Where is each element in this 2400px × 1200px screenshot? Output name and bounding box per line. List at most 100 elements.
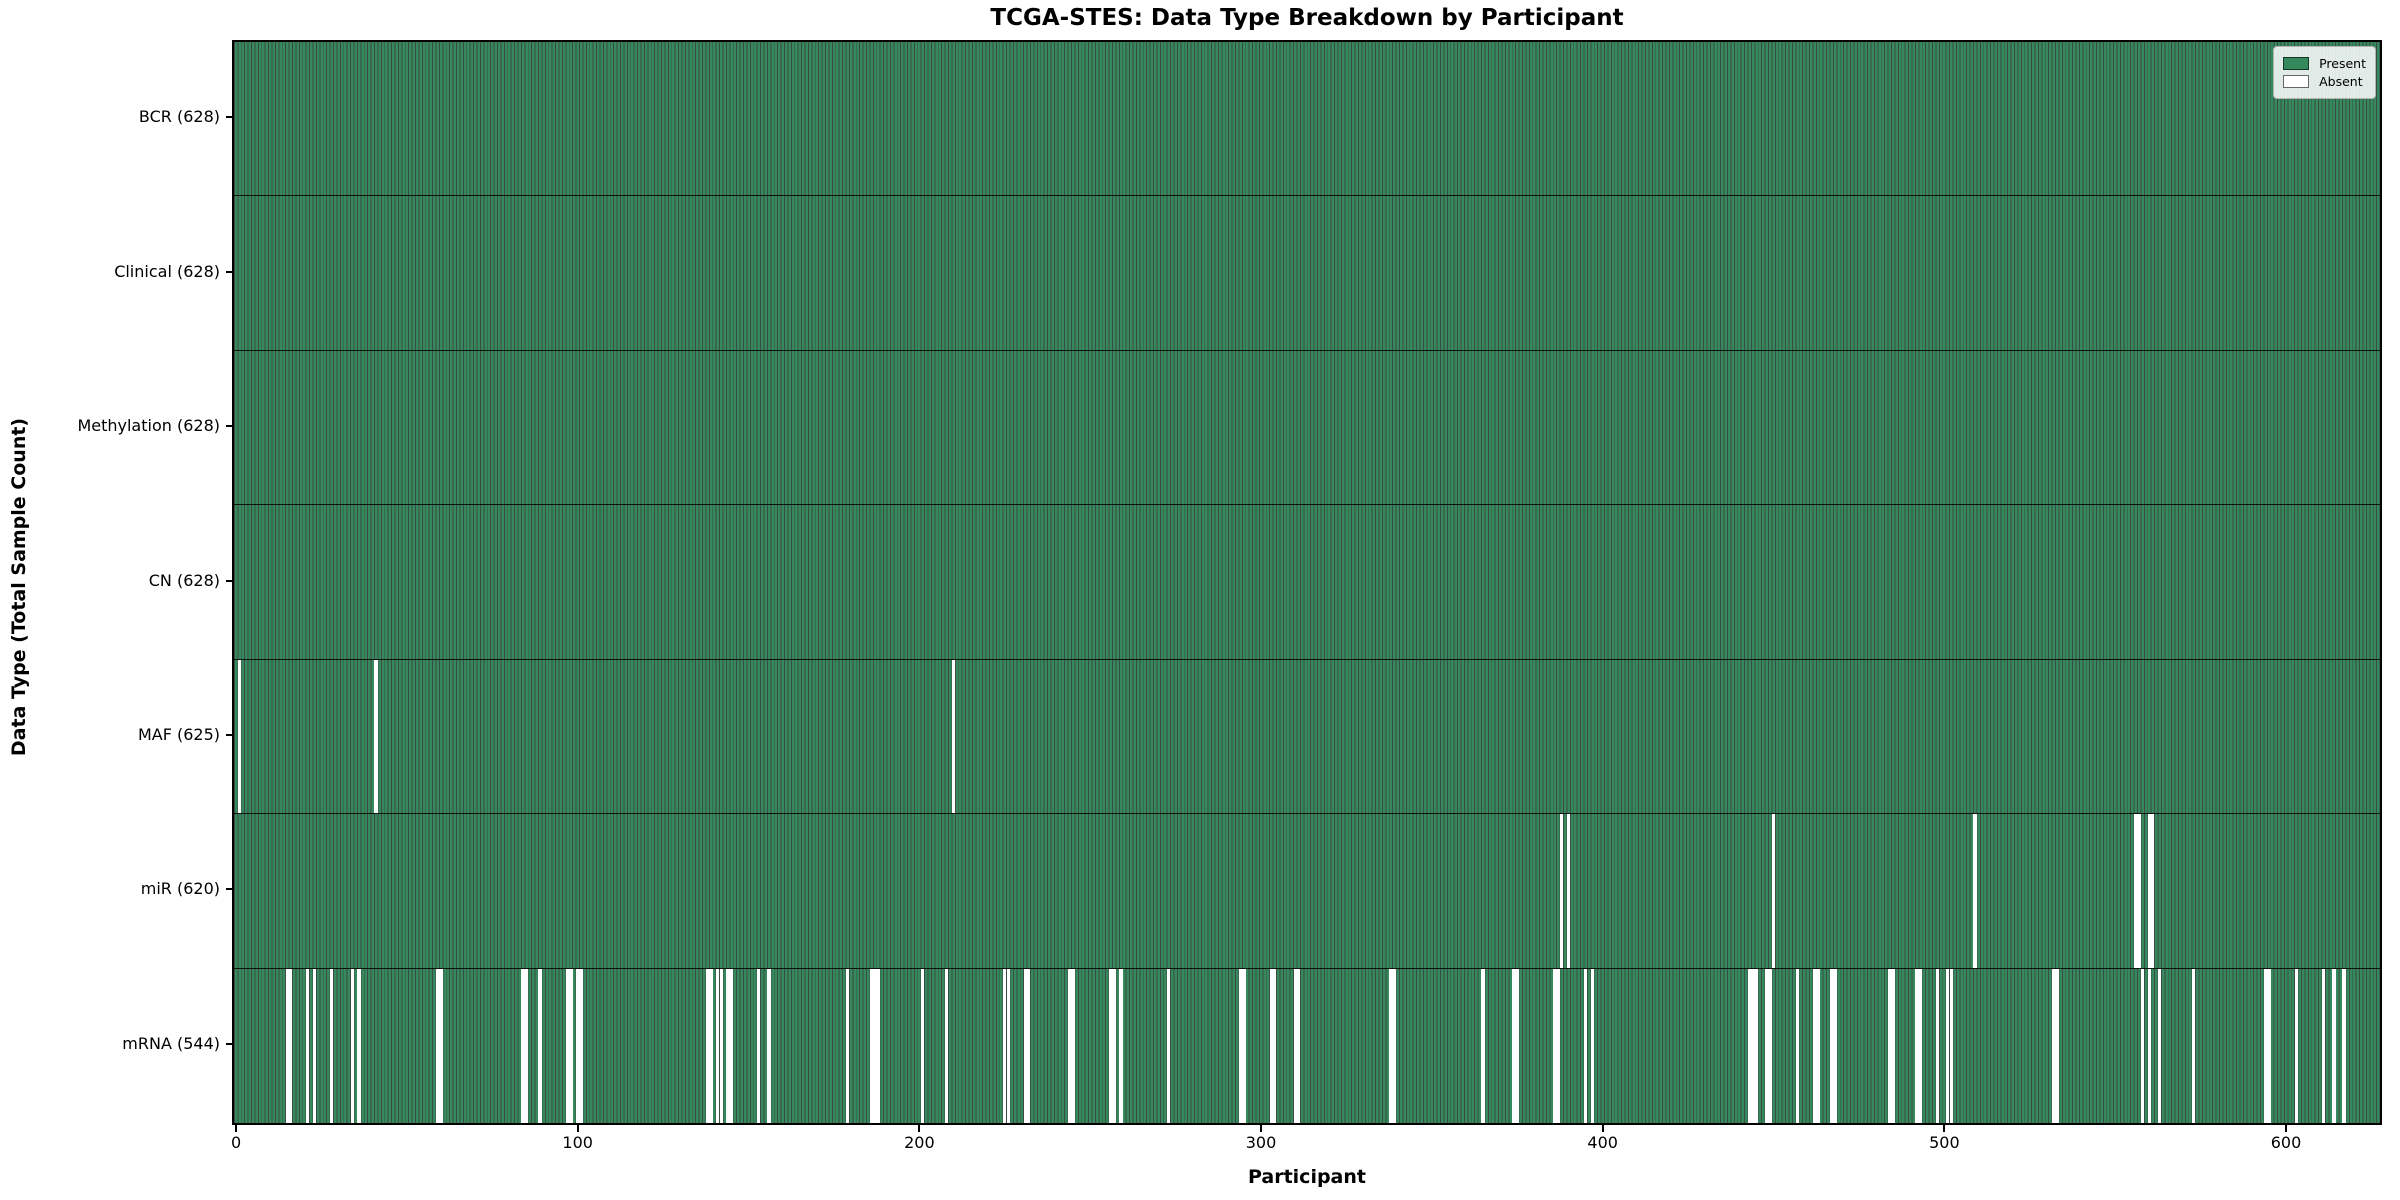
absent-gap <box>1006 968 1010 1123</box>
legend-item-absent: Absent <box>2283 74 2366 89</box>
absent-gap <box>719 968 723 1123</box>
absent-gap <box>726 968 730 1123</box>
y-tick-label-bcr: BCR (628) <box>138 107 220 127</box>
absent-gap <box>1816 968 1820 1123</box>
absent-gap <box>579 968 583 1123</box>
absent-gap <box>1112 968 1116 1123</box>
absent-gap <box>2332 968 2336 1123</box>
absent-gap <box>2157 968 2162 1123</box>
absent-gap <box>1167 968 1171 1123</box>
absent-gap <box>1109 968 1113 1123</box>
absent-gap <box>2151 814 2155 968</box>
chart-title: TCGA-STES: Data Type Breakdown by Partic… <box>990 5 1624 31</box>
x-tick-mark <box>918 1125 921 1132</box>
y-tick-mark <box>226 733 232 736</box>
data-row-maf <box>234 659 2380 815</box>
absent-gap <box>330 968 334 1123</box>
data-row-mir <box>234 814 2380 969</box>
legend-label-absent: Absent <box>2319 74 2363 89</box>
legend-item-present: Present <box>2283 56 2366 71</box>
absent-gap <box>576 968 580 1123</box>
x-tick-mark <box>1601 1125 1604 1132</box>
absent-gap <box>945 968 949 1123</box>
legend-swatch-absent <box>2283 75 2310 88</box>
absent-gap <box>2294 968 2298 1123</box>
absent-gap <box>565 968 570 1123</box>
absent-gap <box>1829 968 1834 1123</box>
x-tick-label-500: 500 <box>1929 1133 1960 1152</box>
x-tick-label-200: 200 <box>904 1133 935 1152</box>
absent-gap <box>1771 814 1776 968</box>
absent-gap <box>374 659 378 814</box>
absent-gap <box>2342 968 2346 1123</box>
data-row-methylation <box>234 350 2380 506</box>
absent-gap <box>2137 814 2141 968</box>
legend-swatch-present <box>2283 57 2310 70</box>
x-tick-label-600: 600 <box>2270 1133 2302 1152</box>
y-tick-label-mir: miR (620) <box>140 879 220 899</box>
absent-gap <box>1238 968 1243 1123</box>
data-row-cn <box>234 505 2380 660</box>
absent-gap <box>1027 968 1031 1123</box>
absent-gap <box>1566 814 1571 968</box>
absent-gap <box>439 968 443 1123</box>
absent-gap <box>1946 968 1950 1123</box>
absent-gap <box>873 968 877 1123</box>
absent-gap <box>1392 968 1396 1123</box>
absent-gap <box>1747 968 1752 1123</box>
y-tick-label-mrna: mRNA (544) <box>122 1033 220 1053</box>
y-tick-label-clinical: Clinical (628) <box>114 261 220 281</box>
x-tick-mark <box>576 1125 579 1132</box>
y-tick-mark <box>226 116 232 119</box>
absent-gap <box>538 968 542 1123</box>
absent-gap <box>705 968 710 1123</box>
data-row-bcr <box>234 42 2380 197</box>
absent-gap <box>1119 968 1123 1123</box>
absent-gap <box>876 968 881 1123</box>
row-container <box>234 42 2380 1123</box>
x-axis-label: Participant <box>1247 1166 1366 1188</box>
absent-gap <box>306 968 310 1123</box>
legend-label-present: Present <box>2319 56 2366 71</box>
y-tick-mark <box>226 579 232 582</box>
y-tick-label-cn: CN (628) <box>148 570 220 590</box>
absent-gap <box>1949 968 1953 1123</box>
absent-gap <box>1560 814 1564 968</box>
y-tick-label-methylation: Methylation (628) <box>77 416 220 436</box>
absent-gap <box>524 968 529 1123</box>
absent-gap <box>709 968 713 1123</box>
absent-gap <box>951 659 956 814</box>
absent-gap <box>1023 968 1027 1123</box>
x-tick-mark <box>2285 1125 2288 1132</box>
absent-gap <box>1891 968 1895 1123</box>
absent-gap <box>1918 968 1923 1123</box>
plot-area: Present Absent <box>232 40 2382 1125</box>
absent-gap <box>357 968 361 1123</box>
y-tick-mark <box>226 425 232 428</box>
absent-gap <box>435 968 440 1123</box>
absent-gap <box>869 968 874 1123</box>
absent-gap <box>1812 968 1817 1123</box>
absent-gap <box>1273 968 1277 1123</box>
absent-gap <box>289 968 293 1123</box>
absent-gap <box>312 968 317 1123</box>
absent-gap <box>1269 968 1273 1123</box>
y-tick-mark <box>226 888 232 891</box>
x-tick-mark <box>1260 1125 1263 1132</box>
data-row-mrna <box>234 968 2380 1123</box>
absent-gap <box>2147 968 2152 1123</box>
absent-gap <box>237 659 242 814</box>
absent-gap <box>1512 968 1516 1123</box>
absent-gap <box>350 968 354 1123</box>
absent-gap <box>1973 814 1977 968</box>
absent-gap <box>2052 968 2056 1123</box>
absent-gap <box>521 968 525 1123</box>
x-tick-label-300: 300 <box>1245 1133 1277 1152</box>
absent-gap <box>1553 968 1557 1123</box>
absent-gap <box>1888 968 1892 1123</box>
absent-gap <box>1833 968 1837 1123</box>
absent-gap <box>716 968 720 1123</box>
absent-gap <box>1556 968 1560 1123</box>
absent-gap <box>1293 968 1297 1123</box>
